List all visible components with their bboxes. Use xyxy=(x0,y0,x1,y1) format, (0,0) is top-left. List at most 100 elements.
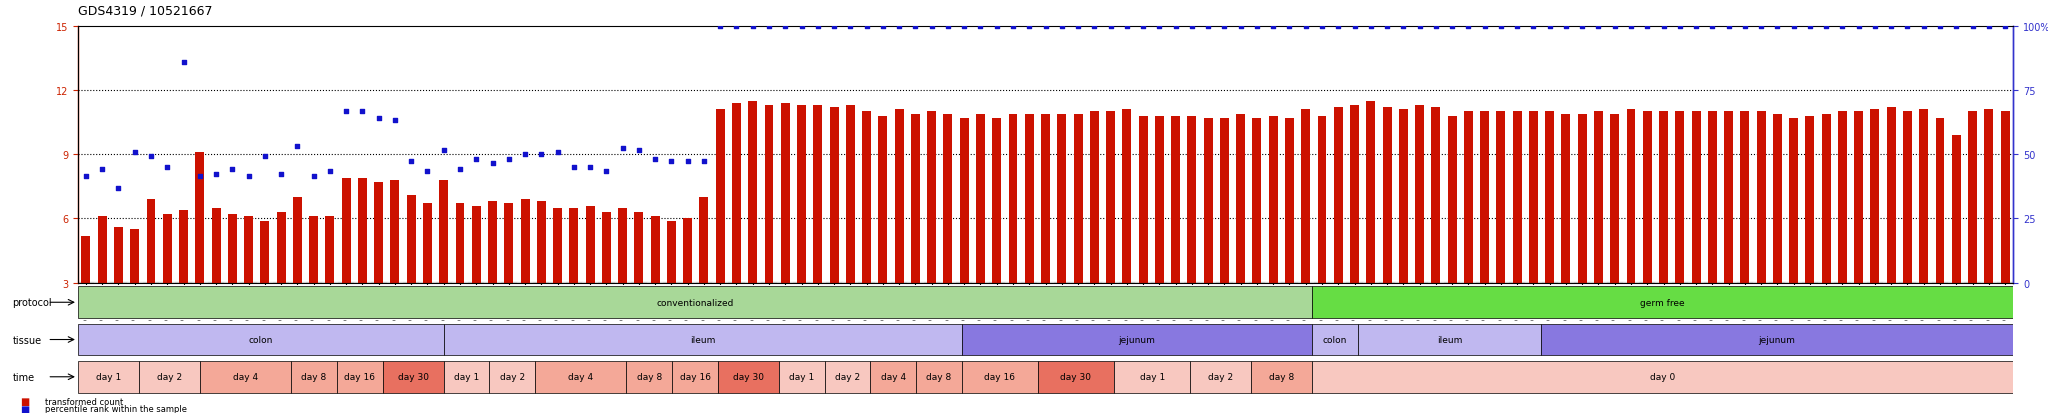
Bar xyxy=(444,324,963,356)
Bar xyxy=(147,200,156,283)
Point xyxy=(1403,24,1436,30)
Bar xyxy=(635,212,643,283)
Bar xyxy=(1968,112,1976,283)
Bar xyxy=(1952,135,1960,283)
Point xyxy=(1126,24,1159,30)
Bar xyxy=(915,361,963,393)
Point xyxy=(1159,24,1192,30)
Point xyxy=(1761,24,1794,30)
Text: time: time xyxy=(12,372,35,382)
Point xyxy=(379,117,412,124)
Bar xyxy=(326,217,334,283)
Point xyxy=(1874,24,1907,30)
Bar xyxy=(1284,119,1294,283)
Point xyxy=(948,24,981,30)
Point xyxy=(199,171,231,178)
Point xyxy=(1192,24,1225,30)
Bar xyxy=(1253,119,1262,283)
Point xyxy=(395,158,428,164)
Bar xyxy=(1464,112,1473,283)
Point xyxy=(1014,24,1047,30)
Point xyxy=(784,24,817,30)
Point xyxy=(1794,24,1827,30)
Point xyxy=(932,24,965,30)
Point xyxy=(1581,24,1614,30)
Point xyxy=(1274,24,1307,30)
Bar xyxy=(1366,102,1376,283)
Point xyxy=(1810,24,1843,30)
Point xyxy=(1208,24,1241,30)
Point xyxy=(86,166,119,173)
Point xyxy=(1778,24,1810,30)
Bar xyxy=(1497,112,1505,283)
Bar xyxy=(1313,361,2013,393)
Bar xyxy=(684,219,692,283)
Text: ileum: ileum xyxy=(690,335,715,344)
Bar xyxy=(1692,112,1700,283)
Text: day 1: day 1 xyxy=(1139,373,1165,381)
Bar xyxy=(535,361,627,393)
Point xyxy=(281,143,313,150)
Point xyxy=(508,152,541,158)
Bar xyxy=(1481,112,1489,283)
Bar xyxy=(1358,324,1540,356)
Point xyxy=(1858,24,1890,30)
Bar xyxy=(195,153,205,283)
Point xyxy=(1679,24,1712,30)
Bar xyxy=(1237,114,1245,283)
Point xyxy=(492,156,524,162)
Bar xyxy=(293,197,301,283)
Point xyxy=(1436,24,1468,30)
Bar xyxy=(211,208,221,283)
Point xyxy=(737,24,770,30)
Bar xyxy=(520,200,530,283)
Bar xyxy=(1221,119,1229,283)
Bar xyxy=(1853,112,1864,283)
Point xyxy=(231,173,264,180)
Bar xyxy=(870,361,915,393)
Text: day 16: day 16 xyxy=(985,373,1016,381)
Point xyxy=(1518,24,1550,30)
Point xyxy=(1061,24,1094,30)
Bar xyxy=(1040,114,1051,283)
Point xyxy=(1354,24,1386,30)
Bar xyxy=(1155,116,1163,283)
Point xyxy=(1386,24,1419,30)
Bar xyxy=(1741,112,1749,283)
Point xyxy=(1907,24,1939,30)
Text: percentile rank within the sample: percentile rank within the sample xyxy=(45,404,186,413)
Point xyxy=(557,164,590,171)
Point xyxy=(461,156,494,162)
Point xyxy=(981,24,1014,30)
Point xyxy=(1550,24,1583,30)
Point xyxy=(184,173,217,180)
Point xyxy=(346,109,379,116)
Point xyxy=(1663,24,1696,30)
Bar xyxy=(778,361,825,393)
Bar xyxy=(1561,114,1571,283)
Point xyxy=(102,186,135,192)
Bar xyxy=(1122,110,1130,283)
Bar xyxy=(1708,112,1716,283)
Point xyxy=(866,24,899,30)
Text: day 30: day 30 xyxy=(1061,373,1092,381)
Bar xyxy=(715,110,725,283)
Text: day 8: day 8 xyxy=(1270,373,1294,381)
Text: day 8: day 8 xyxy=(301,373,326,381)
Bar xyxy=(504,204,514,283)
Bar xyxy=(672,361,719,393)
Bar xyxy=(813,106,823,283)
Text: day 16: day 16 xyxy=(680,373,711,381)
Bar xyxy=(455,204,465,283)
Point xyxy=(1827,24,1860,30)
Text: transformed count: transformed count xyxy=(45,397,123,406)
Bar xyxy=(291,361,336,393)
Point xyxy=(1745,24,1778,30)
Point xyxy=(524,152,557,158)
Bar xyxy=(928,112,936,283)
Point xyxy=(70,173,102,180)
Point xyxy=(152,164,184,171)
Point xyxy=(1290,24,1323,30)
Text: jejunum: jejunum xyxy=(1118,335,1155,344)
Point xyxy=(752,24,784,30)
